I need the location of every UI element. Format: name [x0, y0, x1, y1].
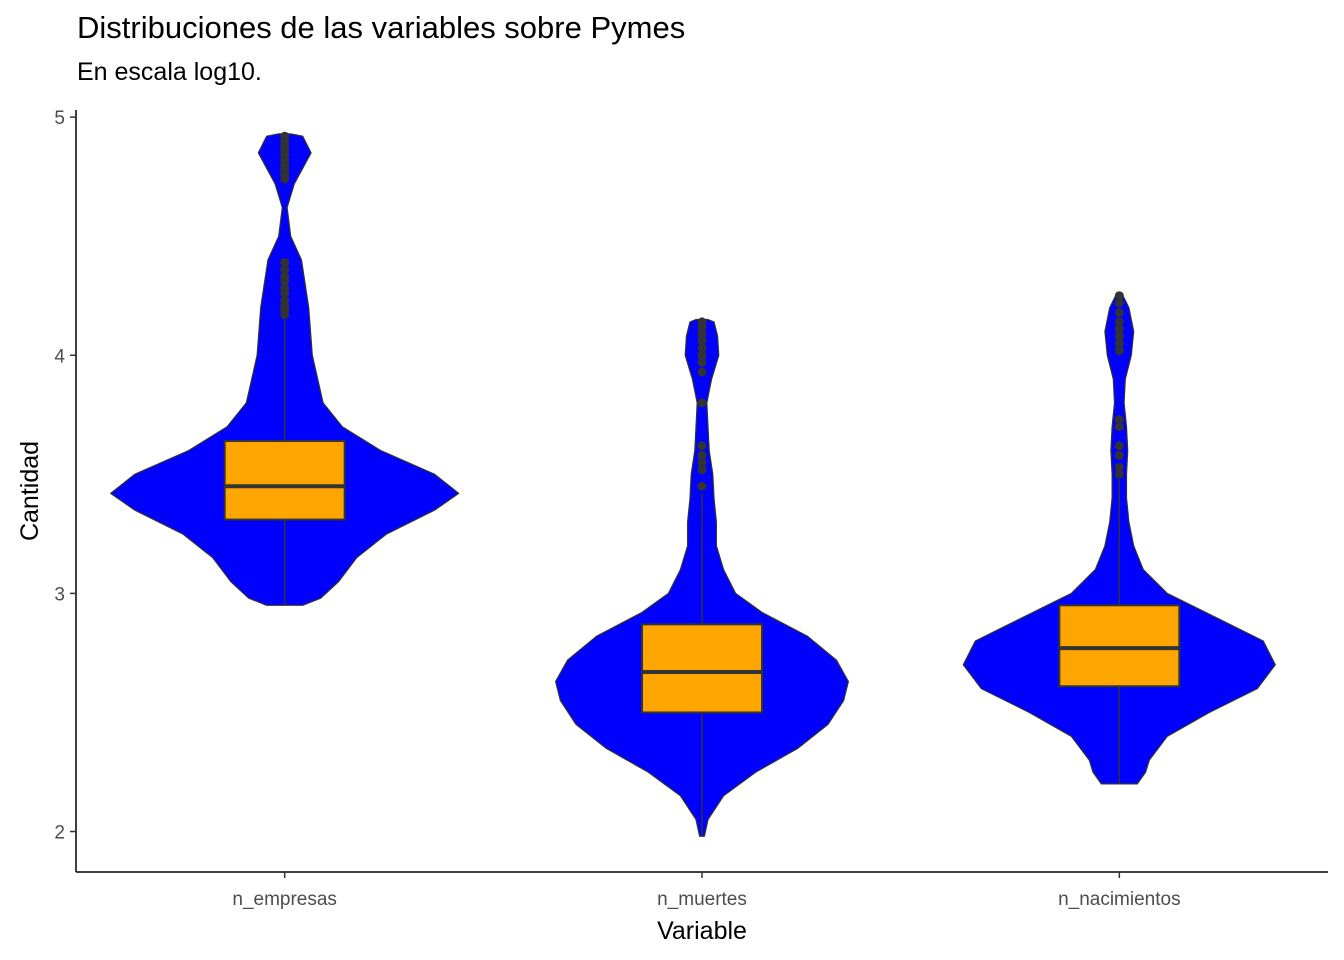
box-n-empresas	[223, 439, 346, 521]
outlier-point	[697, 343, 707, 353]
outlier-point	[280, 284, 290, 294]
chart-subtitle: En escala log10.	[77, 58, 262, 86]
outlier-point	[1114, 441, 1124, 451]
outlier-point	[697, 357, 707, 367]
outlier-point	[280, 265, 290, 275]
outlier-point	[697, 457, 707, 467]
outlier-point	[1114, 338, 1124, 348]
outlier-point	[697, 481, 707, 491]
outlier-point	[280, 296, 290, 305]
x-tick-label: n_muertes	[657, 889, 747, 910]
chart-title: Distribuciones de las variables sobre Py…	[77, 10, 686, 45]
outlier-point	[1114, 298, 1124, 308]
outlier-point	[697, 329, 707, 339]
y-tick-label: 4	[54, 346, 65, 367]
y-tick-label: 2	[54, 823, 65, 844]
outlier-point	[1114, 415, 1124, 425]
outlier-point	[697, 450, 707, 460]
outlier-point	[1114, 317, 1124, 327]
outlier-point	[697, 317, 707, 327]
outlier-point	[697, 350, 707, 360]
outlier-point	[1114, 307, 1124, 317]
y-tick-label: 3	[54, 584, 65, 605]
outlier-point	[1114, 469, 1124, 479]
outlier-point	[697, 336, 707, 346]
outlier-point	[1114, 331, 1124, 341]
outlier-point	[280, 272, 290, 282]
outlier-point	[1114, 291, 1124, 301]
x-tick-label: n_nacimientos	[1058, 889, 1181, 910]
y-tick-label: 5	[54, 108, 65, 129]
x-tick-label: n_empresas	[232, 889, 337, 910]
outlier-point	[697, 465, 707, 475]
x-axis-title: Variable	[657, 917, 747, 945]
box-n-muertes	[641, 623, 763, 714]
outlier-point	[1114, 422, 1124, 432]
box-n-nacimientos	[1058, 604, 1181, 688]
outlier-point	[1114, 450, 1124, 460]
outlier-point	[697, 441, 707, 451]
outlier-point	[1114, 346, 1124, 356]
outlier-point	[280, 257, 290, 267]
y-axis-title: Cantidad	[16, 441, 44, 541]
outlier-point	[697, 398, 707, 408]
outlier-point	[280, 131, 290, 141]
outlier-point	[1114, 462, 1124, 472]
outlier-point	[697, 367, 707, 377]
outlier-point	[1114, 324, 1124, 334]
